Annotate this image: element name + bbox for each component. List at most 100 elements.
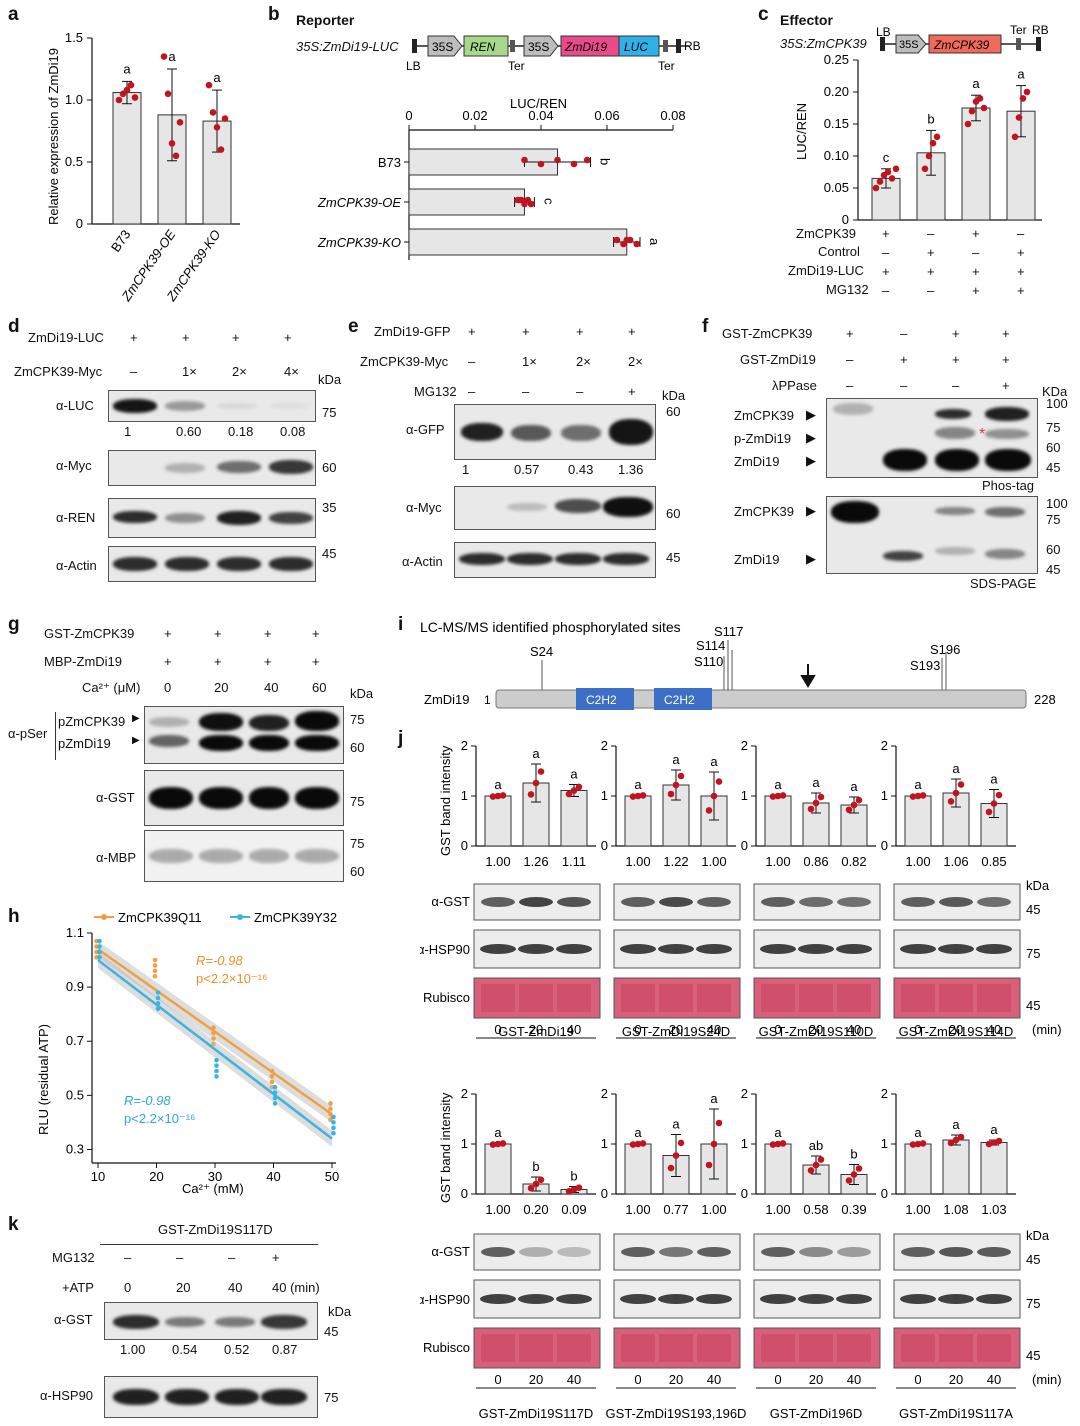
b-xtick: 0.02: [462, 108, 487, 123]
c-point: [929, 139, 937, 147]
h-point: [269, 1074, 275, 1079]
d-blot-3-marker: 35: [322, 500, 337, 515]
b-point: [554, 156, 561, 164]
h-point: [211, 1025, 216, 1031]
protein-name: ZmDi19: [424, 692, 470, 707]
j-point: [575, 783, 583, 791]
j-quant: 1.00: [485, 854, 510, 869]
panel-h-stat-blue-2: p<2.2×10⁻¹⁶: [124, 1111, 196, 1126]
j-point: [769, 793, 777, 800]
d-blot-myc-band: [269, 460, 313, 474]
a-letter: a: [213, 70, 221, 85]
construct-b-part-4: ZmDi19: [564, 40, 607, 54]
h-point: [214, 1074, 219, 1079]
h-point: [152, 963, 158, 968]
f-arrow-4: ▶: [806, 503, 816, 518]
j-point: [489, 1141, 497, 1148]
h-xtick: 20: [149, 1169, 163, 1184]
j-point: [677, 1139, 685, 1147]
j-band-gst: [557, 1247, 591, 1257]
construct-c-part-2: ZmCPK39: [933, 38, 990, 52]
j-time-tick: 0: [914, 1372, 921, 1387]
panel-h-xlabel: Ca²⁺ (mM): [182, 1181, 244, 1196]
j-kda: kDa: [1026, 1228, 1050, 1243]
c-row-label-3: ZmDi19-LUC: [788, 263, 864, 278]
j-band-rubisco: [901, 984, 935, 1012]
f-sds-marker-3: 60: [1046, 542, 1061, 557]
j-letter: a: [710, 1091, 718, 1106]
panel-h-chart: RLU (residual ATP) Ca²⁺ (mM) ZmCPK39Q11 …: [36, 910, 339, 1196]
g-signs-sign: +: [264, 626, 272, 641]
j-point: [705, 1161, 713, 1169]
f-sds-marker-1: 100: [1046, 496, 1068, 511]
h-point: [152, 973, 158, 979]
h-point: [152, 957, 158, 963]
j-letter: b: [570, 1169, 577, 1184]
construct-c-end-1: LB: [876, 25, 891, 39]
f-arrow-1: ▶: [806, 407, 816, 422]
d-signs-sign: +: [284, 330, 292, 345]
a-point: [127, 81, 135, 89]
e-blot-gfp-band: [561, 425, 601, 441]
domain-c2h2-1-label: C2H2: [586, 693, 617, 707]
e-blot-actin-band: [603, 553, 649, 565]
j-point: [499, 792, 507, 799]
panel-c-construct-name: 35S:ZmCPK39: [780, 36, 867, 51]
f-asterisk: *: [979, 426, 986, 443]
j-blot-name-hsp90: α-HSP90: [420, 942, 470, 957]
j-band-gst: [901, 1247, 935, 1257]
f-row-label-1: GST-ZmCPK39: [722, 326, 813, 341]
j-band-hsp90: [798, 1294, 834, 1304]
j-time-tick: 0: [634, 1022, 641, 1037]
g-pser-band-1: pZmCPK39: [58, 714, 126, 729]
h-xtick: 50: [325, 1169, 339, 1184]
j-point: [499, 1140, 507, 1147]
d-signs-sign: –: [130, 364, 138, 379]
e-blot-3-marker: 45: [666, 550, 681, 565]
c-point: [980, 104, 988, 112]
j-point: [672, 781, 680, 789]
j-letter: a: [494, 777, 502, 792]
j-point: [494, 1140, 502, 1148]
k-blot-2-marker: 75: [324, 1390, 339, 1405]
g-kda: kDa: [350, 686, 374, 701]
c-sign: –: [882, 245, 890, 260]
k-blot-hsp90-band: [165, 1389, 209, 1405]
f-kda: KDa: [1042, 384, 1068, 399]
k-quant-value: 0.52: [224, 1342, 250, 1357]
f-signs-sign: +: [952, 352, 960, 367]
j-letter: a: [850, 779, 858, 794]
c-point: [1019, 95, 1027, 102]
f-phos-label-3: ZmDi19: [734, 454, 780, 469]
f-signs-sign: +: [846, 326, 854, 341]
j-band-hsp90: [696, 1294, 732, 1304]
j-point: [909, 1141, 917, 1148]
c-row-label-1: ZmCPK39: [796, 226, 856, 241]
j-ytick: 0: [461, 838, 468, 853]
f-phos-tag-blot-band: [883, 449, 927, 471]
f-sds-page-blot-band: [883, 551, 923, 561]
j-band-hsp90: [620, 1294, 656, 1304]
g-blot-gst: [144, 770, 344, 826]
g-mbp-marker-1: 75: [350, 836, 365, 851]
j-point: [812, 799, 820, 807]
j-time-tick: 0: [494, 1372, 501, 1387]
j-ytick: 0: [741, 838, 748, 853]
f-signs-sign: +: [1002, 378, 1010, 393]
k-signs-sign: –: [176, 1250, 184, 1265]
f-signs-sign: –: [952, 378, 960, 393]
f-phos-marker-1: 100: [1046, 396, 1068, 411]
h-point: [155, 995, 161, 1001]
d-quant-value: 1: [124, 424, 132, 439]
construct-c-end-3: RB: [1032, 23, 1049, 37]
h-point: [269, 1068, 275, 1074]
construct-c-part-1: 35S: [899, 39, 919, 51]
j-letter: a: [774, 777, 782, 792]
j-band-gst: [519, 897, 553, 907]
j-ytick: 1: [461, 788, 468, 803]
f-phos-marker-4: 45: [1046, 460, 1061, 475]
h-point: [211, 1030, 216, 1036]
g-signs-sign: +: [164, 654, 172, 669]
k-blot-hsp90-band: [215, 1389, 259, 1405]
j-marker: 75: [1026, 946, 1040, 961]
